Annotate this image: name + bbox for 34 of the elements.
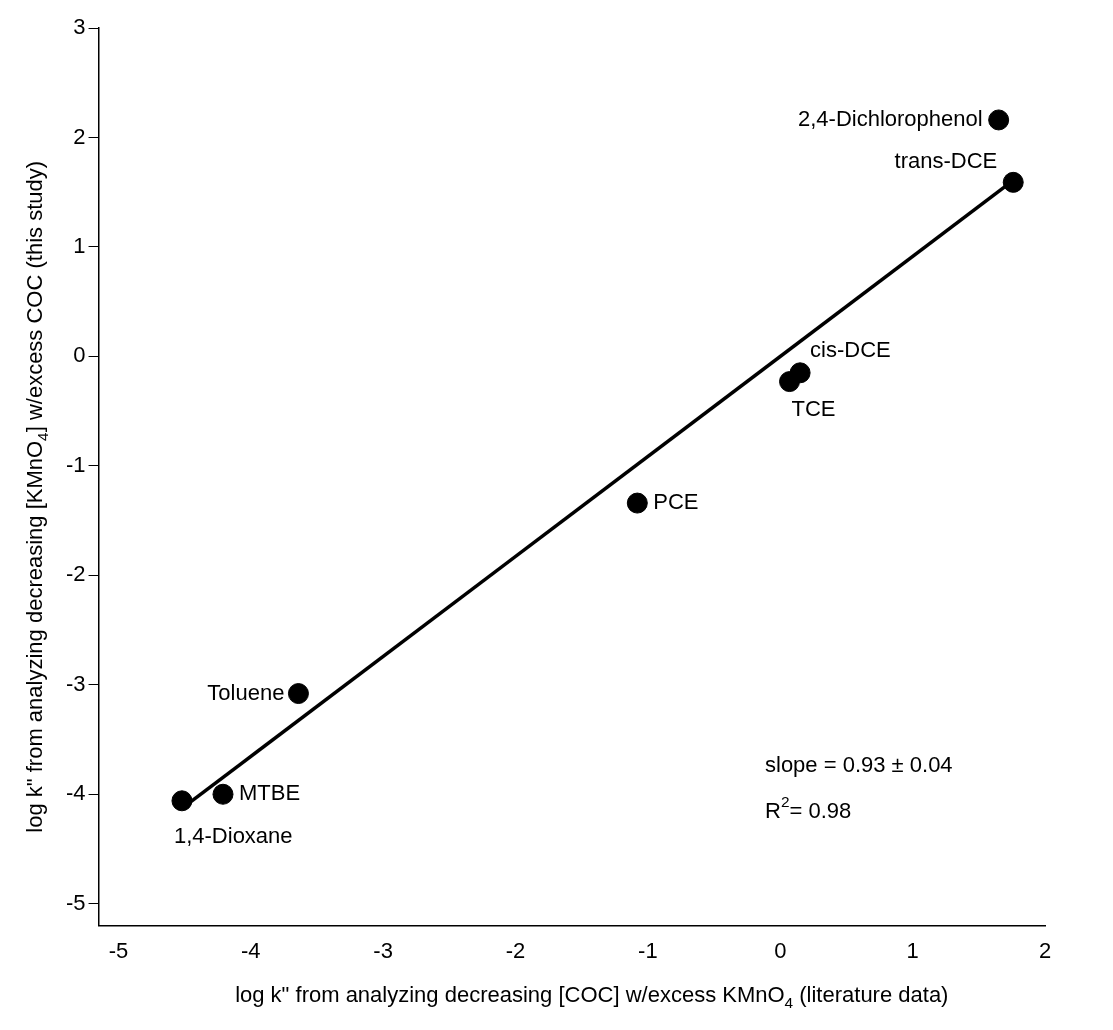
- point: [988, 109, 1010, 131]
- point: [779, 371, 801, 393]
- annotation: MTBE: [238, 780, 301, 806]
- y-axis-title: log k" from analyzing decreasing [KMnO4] w/excess COC (this study): [22, 160, 51, 833]
- annotation: TCE: [791, 395, 836, 421]
- x-tick-label: 2: [1038, 937, 1052, 963]
- point: [287, 683, 309, 705]
- point: [212, 783, 234, 805]
- y-tick-label: -2: [66, 561, 86, 587]
- y-tick-label: -4: [66, 780, 86, 806]
- y-tick-label: 3: [73, 14, 86, 40]
- point: [626, 492, 648, 514]
- annotation: 1,4-Dioxane: [173, 822, 293, 848]
- y-tick-label: 1: [73, 232, 86, 258]
- y-tick-label: 2: [73, 123, 86, 149]
- y-tick-label: 0: [73, 342, 86, 368]
- y-tick-label: -3: [66, 670, 86, 696]
- x-tick-label: -1: [638, 937, 658, 963]
- x-tick-label: -3: [373, 937, 393, 963]
- point: [171, 790, 193, 812]
- annotation: 2,4-Dichlorophenol: [798, 106, 983, 132]
- annotation: slope = 0.93 ± 0.04: [765, 751, 953, 777]
- x-tick-label: 0: [774, 937, 787, 963]
- annotation: PCE: [653, 489, 699, 515]
- point: [1002, 171, 1024, 193]
- y-tick-label: -5: [66, 889, 86, 915]
- x-tick-label: 1: [906, 937, 919, 963]
- annotation: trans-DCE: [894, 148, 998, 174]
- annotation: Toluene: [207, 679, 285, 705]
- annotation: cis-DCE: [810, 336, 891, 362]
- x-tick-label: -5: [108, 937, 129, 963]
- x-tick-label: -4: [241, 937, 261, 963]
- y-tick-label: -1: [66, 451, 86, 477]
- x-tick-label: -2: [505, 937, 526, 963]
